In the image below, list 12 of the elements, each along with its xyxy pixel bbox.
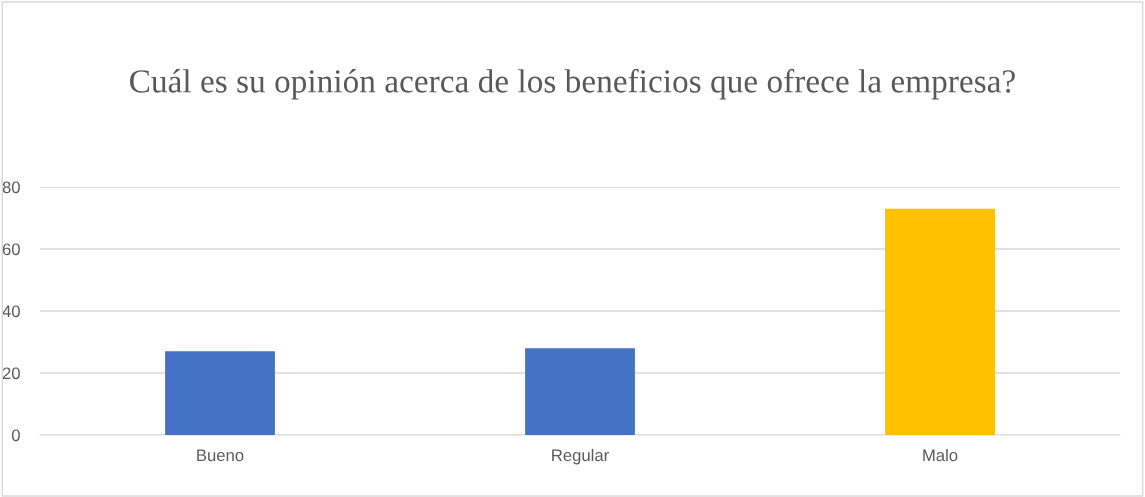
bar: [525, 348, 635, 435]
y-tick-label: 60: [2, 243, 20, 256]
x-tick-label: Malo: [923, 448, 958, 462]
chart-title: Cuál es su opinión acerca de los beneficios que ofrece la empresa?: [130, 68, 1015, 100]
bar: [165, 351, 275, 435]
x-tick-label: Regular: [552, 448, 609, 465]
y-tick-label: 20: [2, 367, 20, 380]
y-tick-label: 80: [2, 181, 20, 194]
bar: [885, 208, 995, 435]
x-tick-label: Bueno: [197, 449, 244, 462]
y-tick-label: 0: [11, 429, 20, 442]
y-tick-label: 40: [2, 305, 20, 318]
